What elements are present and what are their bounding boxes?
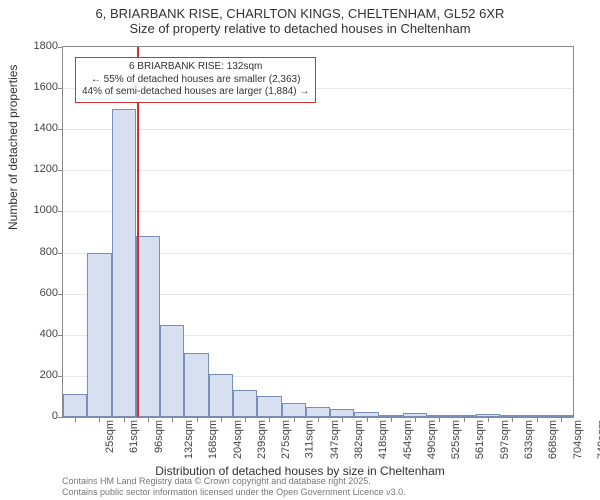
x-tick-label: 418sqm [377,420,389,459]
y-tick [58,294,63,295]
histogram-bar [184,353,208,417]
y-tick-label: 200 [18,369,58,381]
x-tick [197,417,198,422]
footer-text: Contains HM Land Registry data © Crown c… [62,476,406,498]
x-tick-label: 168sqm [207,420,219,459]
x-tick-label: 61sqm [128,420,140,453]
x-tick [488,417,489,422]
x-tick [172,417,173,422]
x-tick [537,417,538,422]
x-tick [245,417,246,422]
footer-line-1: Contains HM Land Registry data © Crown c… [62,476,406,487]
annotation-line-2: ← 55% of detached houses are smaller (2,… [82,74,309,87]
title-line-2: Size of property relative to detached ho… [0,21,600,36]
annotation-box: 6 BRIARBANK RISE: 132sqm← 55% of detache… [75,57,316,103]
y-tick-label: 1800 [18,40,58,52]
x-tick [269,417,270,422]
x-tick [367,417,368,422]
y-tick-label: 800 [18,246,58,258]
histogram-bar [209,374,233,417]
y-tick [58,47,63,48]
x-tick-label: 704sqm [572,420,584,459]
y-tick [58,211,63,212]
histogram-bar [87,253,111,417]
x-tick [439,417,440,422]
x-tick [415,417,416,422]
annotation-line-3: 44% of semi-detached houses are larger (… [82,86,309,99]
gridline [63,211,573,212]
y-tick [58,88,63,89]
x-tick-label: 525sqm [450,420,462,459]
histogram-bar [63,394,87,417]
x-tick [561,417,562,422]
x-tick-label: 382sqm [353,420,365,459]
x-tick [294,417,295,422]
x-tick [512,417,513,422]
y-tick [58,335,63,336]
y-tick-label: 1000 [18,204,58,216]
histogram-bar [330,409,354,417]
x-tick-label: 668sqm [547,420,559,459]
x-tick-label: 490sqm [426,420,438,459]
y-tick-label: 400 [18,328,58,340]
y-tick [58,376,63,377]
y-tick-label: 600 [18,287,58,299]
x-tick [318,417,319,422]
annotation-line-1: 6 BRIARBANK RISE: 132sqm [82,61,309,74]
gridline [63,170,573,171]
histogram-bar [306,407,330,417]
y-tick [58,129,63,130]
histogram-bar [136,236,160,417]
chart-container: 6, BRIARBANK RISE, CHARLTON KINGS, CHELT… [0,0,600,500]
x-tick-label: 25sqm [104,420,116,453]
x-tick [391,417,392,422]
y-tick-label: 1600 [18,81,58,93]
footer-line-2: Contains public sector information licen… [62,487,406,498]
x-tick [99,417,100,422]
x-tick [148,417,149,422]
histogram-bar [160,325,184,418]
plot-area: 6 BRIARBANK RISE: 132sqm← 55% of detache… [62,46,574,418]
x-tick-label: 275sqm [280,420,292,459]
x-tick-label: 597sqm [499,420,511,459]
histogram-bar [233,390,257,417]
y-tick [58,253,63,254]
x-tick-label: 740sqm [596,420,600,459]
x-tick-label: 96sqm [153,420,165,453]
y-tick [58,417,63,418]
y-tick-label: 0 [18,410,58,422]
x-tick-label: 132sqm [183,420,195,459]
x-tick-label: 204sqm [232,420,244,459]
histogram-bar [282,403,306,417]
x-tick [221,417,222,422]
x-tick-label: 239sqm [256,420,268,459]
x-tick-label: 633sqm [523,420,535,459]
x-tick-label: 561sqm [475,420,487,459]
x-tick [464,417,465,422]
marker-line [137,47,139,417]
histogram-bar [112,109,136,417]
y-tick-label: 1200 [18,163,58,175]
title-line-1: 6, BRIARBANK RISE, CHARLTON KINGS, CHELT… [0,6,600,21]
y-tick-label: 1400 [18,122,58,134]
x-tick-label: 347sqm [329,420,341,459]
x-tick [75,417,76,422]
x-tick [342,417,343,422]
gridline [63,129,573,130]
histogram-bar [257,396,281,417]
x-tick-label: 454sqm [402,420,414,459]
x-tick [124,417,125,422]
y-tick [58,170,63,171]
x-tick-label: 311sqm [304,420,316,458]
